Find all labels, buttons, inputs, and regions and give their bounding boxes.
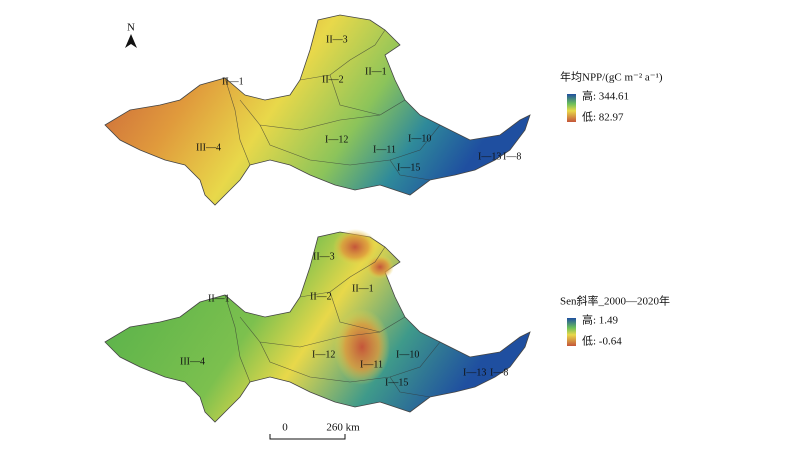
north-arrow [125,34,137,48]
legend-high: 高: 1.49 [582,313,619,327]
region-label: II—2 [322,74,344,85]
region-label: III—4 [196,142,221,153]
north-label: N [127,22,135,34]
region-label: I—8 [503,151,521,162]
region-label: I—15 [385,377,408,388]
region-label: II—1 [352,283,374,294]
scale-end: 260 km [326,422,360,434]
region-label: I—11 [360,359,383,370]
map-sen: II—3 II—2 II—1 II—1 III—4 I—12 I—11 I—10… [104,229,531,423]
scale-bar [269,434,346,440]
legend-high: 高: 344.61 [582,89,629,103]
region-label: I—15 [397,162,420,173]
scale-start: 0 [282,422,288,434]
legend-title: Sen斜率_2000—2020年 [560,294,670,308]
region-label: II—1 [365,66,387,77]
region-label: II—2 [310,291,332,302]
region-label: I—12 [325,134,348,145]
region-label: III—4 [180,356,205,367]
region-label: I—12 [312,349,335,360]
region-label: I—10 [408,133,431,144]
region-label: I—13 [463,367,486,378]
region-label: II—3 [313,251,335,262]
region-label: I—13 [478,151,501,162]
legend-ramp [567,318,576,346]
region-label: II—1 [222,76,244,87]
map-npp: II—3 II—2 II—1 II—1 III—4 I—12 I—11 I—10… [104,14,531,206]
legend-low: 低: -0.64 [582,335,622,348]
legend-title: 年均NPP/(gC m⁻² a⁻¹) [560,70,663,84]
region-label: I—10 [396,349,419,360]
region-label: I—11 [373,144,396,155]
region-label: II—1 [208,293,230,304]
region-label: I—8 [490,367,508,378]
legend-low: 低: 82.97 [582,111,624,124]
region-label: II—3 [326,34,348,45]
legend-ramp [567,94,576,122]
